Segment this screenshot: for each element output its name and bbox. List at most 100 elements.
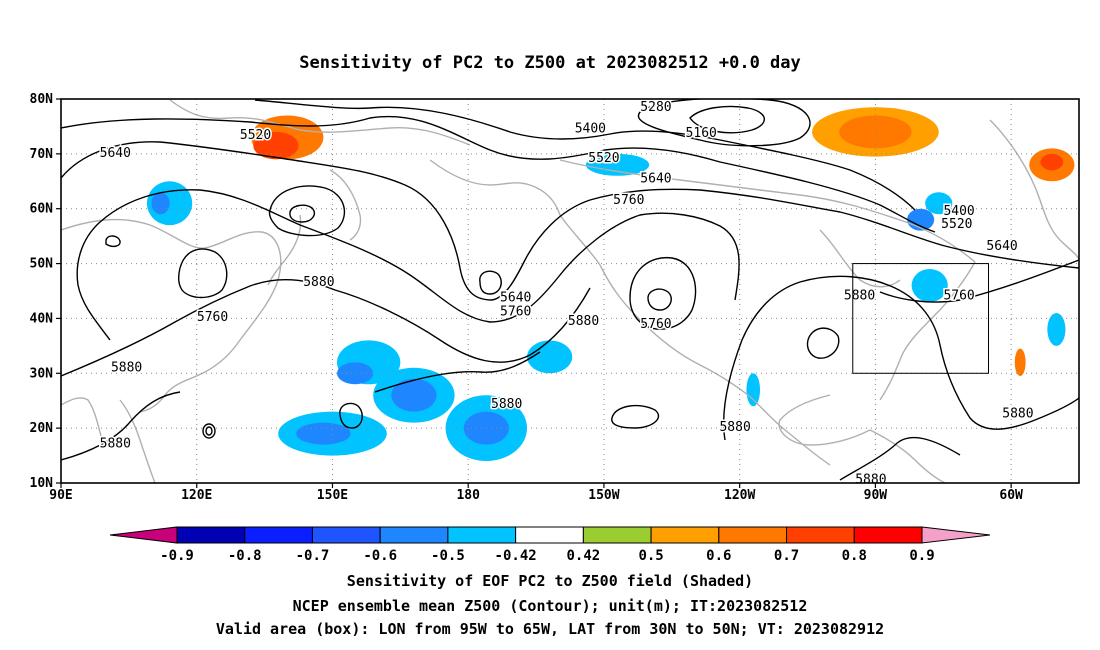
contour-label: 5520 [588, 151, 619, 166]
contour-5640 [61, 141, 1079, 301]
lat-tick-label: 20N [30, 421, 54, 436]
colorbar-swatch [379, 526, 449, 544]
high-closed-scs-inner [205, 426, 213, 436]
contour-label: 5640 [986, 239, 1017, 254]
map-frame [60, 98, 1080, 484]
contour-label: 5280 [640, 100, 671, 115]
lat-tick-label: 70N [30, 147, 54, 162]
contour-5760-atl [879, 259, 1079, 303]
coast-bay-of-bengal [61, 397, 103, 441]
lat-tick-label: 80N [30, 92, 54, 107]
contour-label: 5880 [844, 288, 875, 303]
grid [61, 99, 1079, 483]
colorbar-tick-label: -0.9 [160, 548, 194, 564]
colorbar-tick-label: 0.9 [909, 548, 934, 564]
coast-na-arctic [559, 159, 976, 263]
low-closed-kamchatka-inner [289, 204, 316, 223]
contour-label: 5760 [500, 304, 531, 319]
contour-5880-pac [374, 351, 541, 393]
lon-tick-label: 180 [456, 488, 480, 503]
contour-label: 5640 [100, 146, 131, 161]
contour-label: 5160 [686, 126, 717, 141]
lat-tick-label: 40N [30, 311, 54, 326]
contour-5400 [254, 99, 916, 211]
caption-contour: NCEP ensemble mean Z500 (Contour); unit(… [292, 597, 808, 615]
figure-title: Sensitivity of PC2 to Z500 at 2023082512… [299, 53, 801, 73]
contour-5880-south [61, 391, 181, 461]
colorbar-swatch [582, 526, 652, 544]
sensitivity-patch [839, 115, 912, 149]
caption-valid-area: Valid area (box): LON from 95W to 65W, L… [215, 620, 885, 638]
lon-tick-label: 150E [317, 488, 348, 503]
lon-tick-label: 90E [49, 488, 72, 503]
colorbar-tick-label: -0.42 [495, 548, 537, 564]
lon-tick-label: 150W [588, 488, 619, 503]
colorbar: -0.9 -0.8 -0.7 -0.6 -0.5 -0.42 0.42 0.5 0.6 0.7 0.… [109, 526, 991, 564]
z500-contours [61, 99, 1079, 481]
high-closed-pacific [339, 402, 363, 429]
sensitivity-patch [391, 378, 437, 412]
low-closed-pacific-inner [647, 288, 672, 311]
contour-5280 [637, 99, 811, 147]
sensitivity-patch [527, 340, 573, 374]
sensitivity-patch [253, 131, 299, 160]
coast-arctic-siberia [169, 99, 471, 146]
sensitivity-shading [146, 107, 1075, 462]
high-closed-mid-pacific [611, 404, 660, 429]
coast-gulf-of-mexico [778, 394, 871, 446]
lat-tick-label: 10N [30, 476, 54, 491]
colorbar-tick-label: -0.6 [363, 548, 397, 564]
coast-alaska [429, 159, 601, 266]
colorbar-extend-high [921, 526, 991, 544]
contour-5160 [689, 105, 765, 134]
sensitivity-patch [1040, 153, 1064, 171]
contour-label: 5400 [943, 204, 974, 219]
valid-area-box [852, 263, 990, 374]
contour-5880-west [61, 279, 591, 377]
coastlines [61, 99, 1079, 483]
lon-tick-label: 120W [724, 488, 755, 503]
lat-tick-label: 50N [30, 257, 54, 272]
caption-shading: Sensitivity of EOF PC2 to Z500 field (Sh… [346, 572, 754, 590]
colorbar-tick-label: -0.8 [228, 548, 262, 564]
colorbar-tick-label: 0.5 [638, 548, 663, 564]
contour-label: 5520 [240, 128, 271, 143]
colorbar-swatch [786, 526, 855, 544]
colorbar-swatch [447, 526, 517, 544]
contour-label: 5880 [111, 360, 142, 375]
lon-tick-label: 120E [181, 488, 212, 503]
colorbar-tick-label: 0.42 [567, 548, 601, 564]
colorbar-swatch [515, 526, 584, 544]
colorbar-tick-label: 0.8 [842, 548, 867, 564]
lat-tick-label: 60N [30, 202, 54, 217]
low-closed-kamchatka [268, 185, 346, 237]
contour-label: 5640 [640, 172, 671, 187]
contour-label: 5520 [941, 217, 972, 232]
lon-tick-label: 90W [864, 488, 888, 503]
colorbar-swatch [718, 526, 788, 544]
contour-label: 5880 [568, 314, 599, 329]
coast-na-east [879, 261, 976, 401]
coast-caribbean [869, 429, 946, 483]
contour-label: 5760 [613, 193, 644, 208]
contour-label: 5640 [500, 291, 531, 306]
sensitivity-patch [336, 362, 374, 385]
coast-indochina [119, 399, 156, 483]
low-closed-aleutian [479, 270, 502, 295]
high-closed-na [806, 327, 840, 359]
coast-greenland [989, 119, 1079, 261]
colorbar-tick-label: -0.7 [296, 548, 330, 564]
colorbar-swatch [650, 526, 720, 544]
contour-5880-gulf [839, 436, 961, 481]
colorbar-tick-label: 0.6 [706, 548, 731, 564]
sensitivity-patch [911, 269, 948, 302]
contour-5520 [61, 115, 936, 233]
colorbar-swatch [311, 526, 381, 544]
axis-labels: 90E 120E 150E 180 150W 120W 90W 60W 10N 20N 30N 40N… [30, 92, 1024, 503]
contour-label: 5880 [855, 473, 886, 488]
lon-tick-label: 60W [999, 488, 1023, 503]
sensitivity-patch [1047, 312, 1066, 346]
contour-label: 5400 [575, 122, 606, 137]
contour-labels: 5280516054005520552056405640576054005520… [98, 99, 1035, 489]
coast-kamchatka [329, 169, 362, 241]
